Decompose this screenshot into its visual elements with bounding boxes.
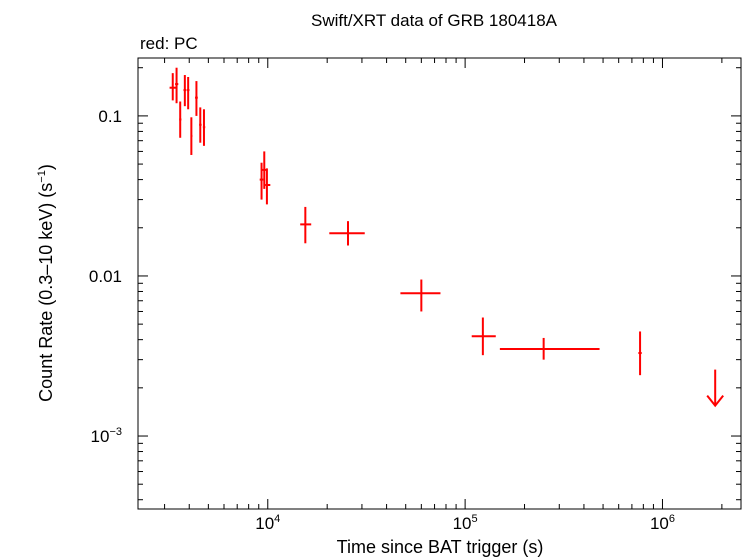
x-tick-label-exponent: 5 <box>472 513 478 525</box>
data-point <box>187 76 190 110</box>
data-point <box>175 67 179 104</box>
data-point <box>169 73 177 101</box>
data-point <box>179 101 182 138</box>
x-axis-label: Time since BAT trigger (s) <box>337 537 544 557</box>
data-point <box>499 337 600 360</box>
upper-limit-arrow <box>706 369 724 408</box>
upper-limit-head <box>706 394 724 408</box>
x-tick-label-base: 10 <box>650 514 669 533</box>
x-tick-label-exponent: 6 <box>669 513 675 525</box>
data-point <box>329 221 365 246</box>
y-tick-label: 0.1 <box>98 107 122 126</box>
y-axis-label-exponent: −1 <box>36 170 48 183</box>
data-point <box>638 331 642 376</box>
y-tick-label: 0.01 <box>89 267 122 286</box>
data-point <box>400 279 441 312</box>
x-tick-label-base: 10 <box>453 514 472 533</box>
x-tick-label: 106 <box>650 513 675 533</box>
data-point <box>262 151 267 189</box>
axis-ticks <box>138 58 741 509</box>
data-point <box>300 206 312 244</box>
y-axis-label: Count Rate (0.3–10 keV) (s−1) <box>36 164 56 402</box>
chart-title: Swift/XRT data of GRB 180418A <box>311 11 558 30</box>
y-axis-label-main: Count Rate (0.3–10 keV) (s <box>36 183 56 402</box>
data-point <box>199 107 202 143</box>
chart-subtitle: red: PC <box>140 34 198 53</box>
data-point <box>195 81 198 116</box>
x-tick-label-exponent: 4 <box>274 513 280 525</box>
y-tick-label-base: 10 <box>91 427 110 446</box>
y-axis-label-close: ) <box>36 164 56 170</box>
data-point <box>190 117 193 155</box>
data-points <box>169 67 724 408</box>
data-point <box>183 75 187 107</box>
x-tick-label: 104 <box>255 513 280 533</box>
y-tick-label-exponent: −3 <box>109 426 122 438</box>
plot-frame <box>137 57 742 510</box>
data-point <box>265 168 271 205</box>
data-point <box>202 109 206 146</box>
x-tick-label-base: 10 <box>255 514 274 533</box>
data-point <box>471 317 496 356</box>
data-point <box>259 162 264 200</box>
y-tick-label: 10−3 <box>91 426 122 446</box>
x-tick-label: 105 <box>453 513 478 533</box>
